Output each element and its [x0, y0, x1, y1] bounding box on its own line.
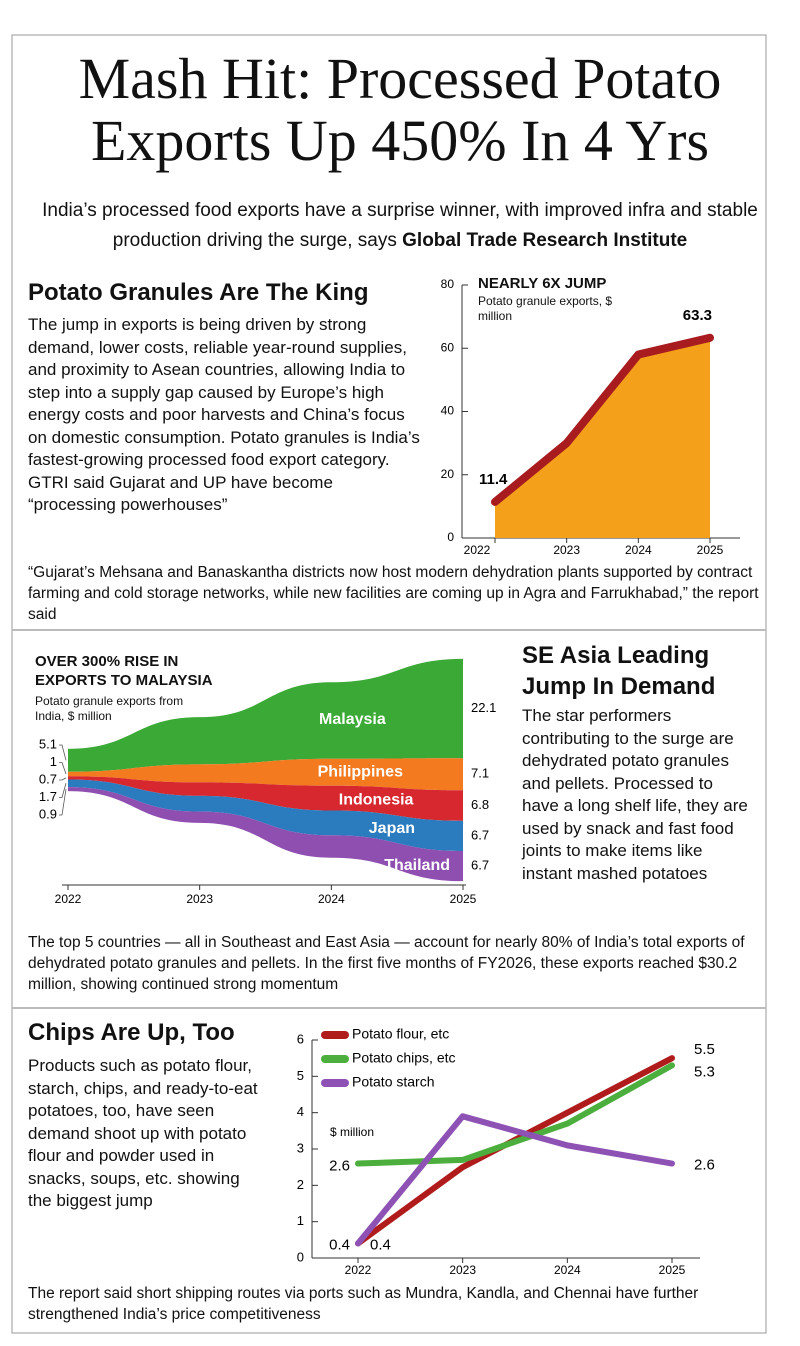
data-label: 0.4: [370, 1236, 391, 1253]
data-label: 5.3: [694, 1063, 715, 1080]
stream-area: [68, 787, 463, 882]
data-label: 6.7: [471, 858, 489, 873]
y-tick-label: 3: [297, 1140, 304, 1155]
data-label: 5.1: [39, 736, 57, 751]
x-tick-label: 2025: [659, 1263, 686, 1277]
chart-subtitle: Potato granule exports from India, $ mil…: [35, 694, 184, 723]
leader: [59, 789, 67, 816]
data-label: 22.1: [471, 700, 496, 715]
y-tick-label: 60: [441, 340, 455, 354]
note: The report said short shipping routes vi…: [28, 1285, 699, 1323]
x-tick-label: 2025: [697, 543, 724, 557]
note: The top 5 countries — all in Southeast a…: [28, 934, 745, 993]
data-label: 7.1: [471, 766, 489, 781]
note: “Gujarat’s Mehsana and Banaskantha distr…: [28, 564, 759, 623]
y-axis-label: $ million: [330, 1125, 374, 1139]
standfirst-text: India’s processed food exports have a su…: [42, 200, 758, 251]
data-label: 0.9: [39, 806, 57, 821]
x-tick-label: 2024: [625, 543, 652, 557]
data-label: 6.7: [471, 827, 489, 842]
data-label: 0.4: [329, 1236, 350, 1253]
line: [355, 1062, 675, 1167]
data-label: 1: [50, 754, 57, 769]
section-heading: Potato Granules Are The King: [28, 279, 369, 306]
x-tick-label: 2025: [450, 892, 477, 906]
data-label: 2.6: [694, 1157, 715, 1174]
data-label: 63.3: [683, 307, 712, 324]
y-tick-label: 80: [441, 277, 455, 291]
chart-subtitle: Potato granule exports, $ million: [478, 294, 613, 323]
x-tick-label: 2024: [554, 1263, 581, 1277]
frame: [11, 34, 767, 1334]
stream-area: [68, 658, 463, 772]
x-tick-label: 2022: [464, 543, 491, 557]
series-label: Philippines: [318, 764, 403, 781]
leader: [59, 783, 67, 798]
source: Global Trade Research Institute: [402, 230, 688, 251]
leader: [59, 762, 67, 775]
y-tick-label: 1: [297, 1213, 304, 1228]
y-tick-label: 0: [447, 530, 454, 544]
data-label: 2.6: [329, 1158, 350, 1175]
section-body: The star performers contributing to the …: [522, 706, 748, 883]
data-label: 0.7: [39, 771, 57, 786]
headline: Mash Hit: Processed Potato Exports Up 45…: [78, 46, 722, 173]
area: [495, 337, 710, 538]
y-tick-label: 2: [297, 1177, 304, 1192]
series-label: Japan: [369, 820, 415, 837]
x-tick-label: 2023: [186, 892, 213, 906]
x-tick-label: 2024: [318, 892, 345, 906]
data-label: 1.7: [39, 789, 57, 804]
line: [355, 1113, 675, 1247]
x-tick-label: 2023: [449, 1263, 476, 1277]
series-label: Malaysia: [319, 711, 386, 728]
section-body: The jump in exports is being driven by s…: [28, 315, 420, 514]
legend-label: Potato starch: [352, 1074, 435, 1090]
legend-label: Potato chips, etc: [352, 1050, 456, 1066]
x-tick-label: 2023: [553, 543, 580, 557]
section-body: Products such as potato flour, starch, c…: [28, 1056, 258, 1210]
section-heading: Chips Are Up, Too: [28, 1019, 235, 1046]
stream-area: [68, 758, 463, 791]
y-tick-label: 40: [441, 404, 455, 418]
data-label: 6.8: [471, 797, 489, 812]
x-tick-label: 2022: [55, 892, 82, 906]
section-heading: SE Asia Leading Jump In Demand: [522, 642, 716, 700]
series-label: Thailand: [384, 857, 450, 874]
data-label: 11.4: [479, 471, 508, 488]
y-tick-label: 6: [297, 1031, 304, 1046]
standfirst: India’s processed food exports have a su…: [22, 196, 778, 256]
leader: [59, 777, 67, 781]
line: [491, 333, 714, 506]
chart-title: NEARLY 6X JUMP: [478, 275, 607, 292]
data-label: 5.5: [694, 1041, 715, 1058]
y-tick-label: 5: [297, 1068, 304, 1083]
x-tick-label: 2022: [345, 1263, 372, 1277]
stream-area: [68, 779, 463, 851]
stream-area: [68, 776, 463, 821]
y-tick-label: 0: [297, 1249, 304, 1264]
y-tick-label: 4: [297, 1104, 304, 1119]
series-label: Indonesia: [339, 791, 414, 808]
legend-label: Potato flour, etc: [352, 1026, 449, 1042]
leader: [59, 744, 67, 761]
chart-title: OVER 300% RISE IN EXPORTS TO MALAYSIA: [35, 653, 213, 689]
y-tick-label: 20: [441, 467, 455, 481]
